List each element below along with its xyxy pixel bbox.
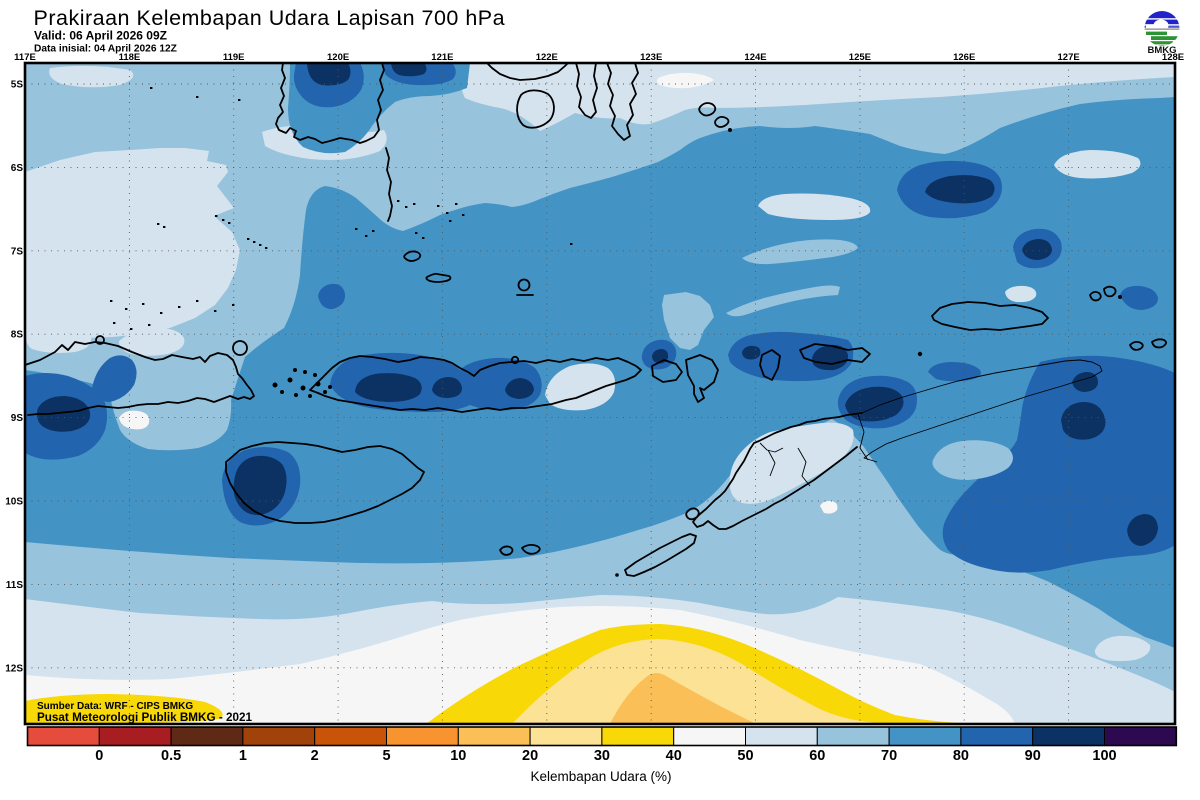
svg-text:12S: 12S (5, 663, 23, 674)
svg-text:117E: 117E (14, 52, 36, 63)
svg-text:Sumber Data: WRF - CIPS BMKG: Sumber Data: WRF - CIPS BMKG (37, 701, 193, 712)
svg-text:121E: 121E (431, 52, 453, 63)
svg-text:7S: 7S (11, 246, 24, 257)
svg-text:5S: 5S (11, 80, 24, 91)
svg-text:6S: 6S (11, 163, 24, 174)
svg-text:0: 0 (95, 748, 103, 764)
svg-text:123E: 123E (640, 52, 662, 63)
svg-text:126E: 126E (953, 52, 975, 63)
svg-text:2: 2 (311, 748, 319, 764)
svg-text:124E: 124E (744, 52, 766, 63)
svg-text:20: 20 (522, 748, 538, 764)
svg-text:11S: 11S (6, 580, 24, 591)
svg-text:0.5: 0.5 (161, 748, 181, 764)
svg-text:100: 100 (1092, 748, 1116, 764)
svg-text:120E: 120E (327, 52, 349, 63)
svg-text:50: 50 (737, 748, 753, 764)
svg-text:Pusat Meteorologi Publik BMKG: Pusat Meteorologi Publik BMKG - 2021 (37, 711, 252, 724)
svg-text:10: 10 (450, 748, 466, 764)
svg-text:60: 60 (809, 748, 825, 764)
svg-text:9S: 9S (11, 413, 24, 424)
svg-text:BMKG: BMKG (1147, 45, 1176, 56)
svg-text:70: 70 (881, 748, 897, 764)
svg-text:122E: 122E (536, 52, 558, 63)
svg-text:Prakiraan Kelembapan Udara Lap: Prakiraan Kelembapan Udara Lapisan 700 h… (34, 6, 506, 30)
svg-text:40: 40 (666, 748, 682, 764)
svg-text:Data inisial: 04 April 2026 12: Data inisial: 04 April 2026 12Z (34, 44, 177, 55)
svg-text:5: 5 (382, 748, 390, 764)
svg-text:119E: 119E (223, 52, 245, 63)
svg-text:1: 1 (239, 748, 247, 764)
svg-text:90: 90 (1025, 748, 1041, 764)
svg-text:118E: 118E (119, 52, 141, 63)
svg-text:30: 30 (594, 748, 610, 764)
svg-text:127E: 127E (1058, 52, 1080, 63)
svg-text:10S: 10S (5, 497, 23, 508)
svg-text:125E: 125E (849, 52, 871, 63)
svg-text:8S: 8S (11, 330, 24, 341)
svg-text:Kelembapan Udara (%): Kelembapan Udara (%) (530, 769, 671, 784)
svg-text:Valid: 06 April 2026 09Z: Valid: 06 April 2026 09Z (34, 29, 167, 43)
svg-text:128E: 128E (1162, 52, 1184, 63)
svg-text:80: 80 (953, 748, 969, 764)
